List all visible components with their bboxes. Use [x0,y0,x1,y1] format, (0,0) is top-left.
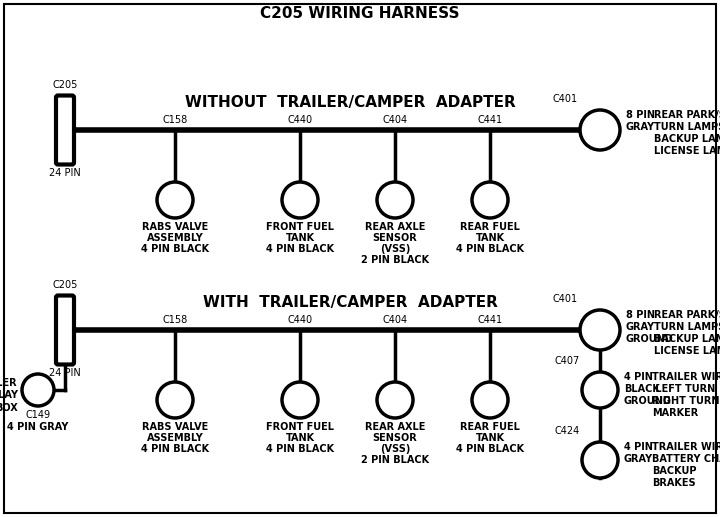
Text: C440: C440 [287,315,312,325]
Text: 4 PIN BLACK: 4 PIN BLACK [456,444,524,454]
Text: LICENSE LAMPS: LICENSE LAMPS [654,146,720,156]
Circle shape [472,182,508,218]
Text: C424: C424 [554,426,580,436]
Text: C404: C404 [382,115,408,125]
Text: BACKUP LAMPS: BACKUP LAMPS [654,134,720,144]
Circle shape [377,182,413,218]
Text: C205: C205 [53,280,78,290]
Text: C149: C149 [25,410,50,420]
Circle shape [582,442,618,478]
Circle shape [22,374,54,406]
Circle shape [582,372,618,408]
Text: (VSS): (VSS) [380,444,410,454]
Text: BACKUP LAMPS: BACKUP LAMPS [654,334,720,344]
Text: WITHOUT  TRAILER/CAMPER  ADAPTER: WITHOUT TRAILER/CAMPER ADAPTER [184,95,516,110]
Text: WITH  TRAILER/CAMPER  ADAPTER: WITH TRAILER/CAMPER ADAPTER [202,295,498,310]
Text: C441: C441 [477,115,503,125]
Text: GROUND: GROUND [626,334,674,344]
Text: 8 PIN: 8 PIN [626,110,655,120]
Text: 4 PIN BLACK: 4 PIN BLACK [456,244,524,254]
Text: BLACK: BLACK [624,384,660,394]
Text: TANK: TANK [475,433,505,443]
Text: REAR PARK/STOP: REAR PARK/STOP [654,310,720,320]
Text: C407: C407 [554,356,580,366]
Text: 24 PIN: 24 PIN [49,368,81,377]
Text: C205 WIRING HARNESS: C205 WIRING HARNESS [260,7,460,22]
Text: GRAY: GRAY [626,122,655,132]
Text: 4 PIN BLACK: 4 PIN BLACK [141,244,209,254]
Text: C441: C441 [477,315,503,325]
Text: (VSS): (VSS) [380,244,410,254]
Circle shape [472,382,508,418]
Text: SENSOR: SENSOR [373,433,418,443]
Text: TANK: TANK [285,233,315,243]
Text: C401: C401 [553,294,578,304]
Text: REAR AXLE: REAR AXLE [365,222,426,232]
Text: BATTERY CHARGE: BATTERY CHARGE [652,454,720,464]
Text: C158: C158 [163,115,188,125]
Circle shape [282,182,318,218]
Text: REAR AXLE: REAR AXLE [365,422,426,432]
Text: C404: C404 [382,315,408,325]
Text: TURN LAMPS: TURN LAMPS [654,122,720,132]
Circle shape [580,110,620,150]
FancyBboxPatch shape [56,96,74,164]
Text: LICENSE LAMPS: LICENSE LAMPS [654,346,720,356]
Text: C205: C205 [53,80,78,89]
Text: BRAKES: BRAKES [652,478,696,488]
Text: TRAILER WIRES: TRAILER WIRES [652,372,720,382]
Text: FRONT FUEL: FRONT FUEL [266,222,334,232]
Circle shape [157,382,193,418]
Text: REAR PARK/STOP: REAR PARK/STOP [654,110,720,120]
Circle shape [377,382,413,418]
Text: FRONT FUEL: FRONT FUEL [266,422,334,432]
Text: RIGHT TURN: RIGHT TURN [652,396,719,406]
Text: C440: C440 [287,115,312,125]
Text: TRAILER WIRES: TRAILER WIRES [652,442,720,452]
Circle shape [580,310,620,350]
Text: 4 PIN GRAY: 4 PIN GRAY [7,422,68,432]
Text: 4 PIN BLACK: 4 PIN BLACK [266,444,334,454]
Text: SENSOR: SENSOR [373,233,418,243]
Text: C401: C401 [553,94,578,104]
Text: 2 PIN BLACK: 2 PIN BLACK [361,455,429,465]
Text: 8 PIN: 8 PIN [626,310,655,320]
Text: GRAY: GRAY [624,454,653,464]
FancyBboxPatch shape [56,296,74,364]
Text: RABS VALVE: RABS VALVE [142,422,208,432]
Text: RABS VALVE: RABS VALVE [142,222,208,232]
Text: GROUND: GROUND [624,396,672,406]
Text: 2 PIN BLACK: 2 PIN BLACK [361,255,429,265]
Text: TURN LAMPS: TURN LAMPS [654,322,720,332]
Text: C158: C158 [163,315,188,325]
Text: 4 PIN: 4 PIN [624,442,653,452]
Text: ASSEMBLY: ASSEMBLY [147,233,203,243]
Text: 4 PIN: 4 PIN [624,372,653,382]
Text: TANK: TANK [475,233,505,243]
Text: 4 PIN BLACK: 4 PIN BLACK [266,244,334,254]
Text: BACKUP: BACKUP [652,466,696,476]
Text: REAR FUEL: REAR FUEL [460,222,520,232]
Text: LEFT TURN: LEFT TURN [652,384,715,394]
Text: GRAY: GRAY [626,322,655,332]
Text: 24 PIN: 24 PIN [49,168,81,177]
Circle shape [282,382,318,418]
Text: TRAILER
RELAY
BOX: TRAILER RELAY BOX [0,378,18,413]
Text: 4 PIN BLACK: 4 PIN BLACK [141,444,209,454]
Text: REAR FUEL: REAR FUEL [460,422,520,432]
Text: TANK: TANK [285,433,315,443]
Text: MARKER: MARKER [652,408,698,418]
Text: ASSEMBLY: ASSEMBLY [147,433,203,443]
Circle shape [157,182,193,218]
